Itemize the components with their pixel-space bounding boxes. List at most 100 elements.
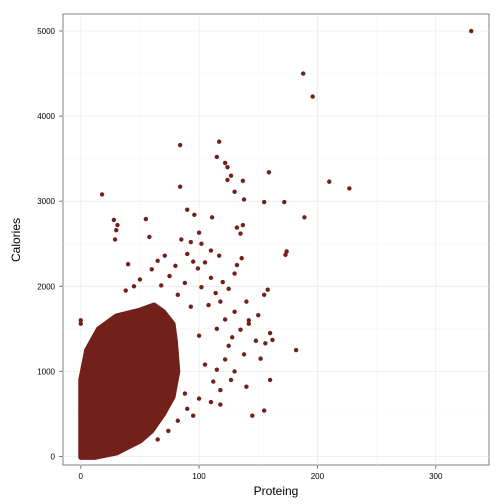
data-point (241, 352, 247, 357)
data-point (263, 341, 268, 346)
x-axis-ticks: 0 100 200 300 (79, 465, 443, 481)
data-point (228, 173, 234, 178)
data-point (234, 225, 240, 230)
data-point (123, 288, 128, 293)
data-point (182, 280, 188, 286)
data-point (202, 362, 208, 367)
data-point (78, 321, 83, 326)
data-point (301, 71, 306, 76)
data-point (167, 273, 172, 279)
data-point (102, 449, 107, 454)
data-point (265, 287, 270, 292)
data-point (192, 212, 197, 218)
data-point (155, 437, 160, 442)
data-point (258, 356, 263, 361)
data-point (199, 241, 204, 246)
data-point (217, 139, 222, 144)
data-point (284, 249, 289, 254)
data-point (196, 396, 202, 401)
data-point (225, 177, 230, 183)
data-point (143, 216, 149, 222)
x-tick-label: 300 (429, 472, 443, 481)
data-point (115, 222, 120, 228)
data-point (188, 304, 193, 309)
data-point (99, 192, 105, 197)
data-point (112, 237, 118, 242)
data-point (234, 262, 240, 268)
x-tick-label: 100 (192, 472, 206, 481)
data-point (261, 199, 267, 205)
data-point (155, 258, 160, 263)
data-point (218, 299, 223, 304)
data-point (228, 377, 234, 383)
data-point (214, 367, 220, 372)
data-points (78, 28, 474, 454)
data-point (179, 237, 184, 242)
data-point (173, 263, 178, 269)
data-point (347, 186, 352, 191)
data-point (222, 317, 228, 322)
data-point (175, 292, 180, 298)
data-point (182, 391, 188, 396)
y-tick-label: 5000 (37, 27, 55, 36)
data-point (310, 94, 315, 99)
data-point (125, 444, 131, 450)
data-point (149, 267, 154, 272)
data-point (222, 357, 228, 362)
data-point (202, 260, 208, 265)
data-point (238, 231, 243, 236)
y-tick-label: 0 (51, 452, 56, 461)
y-axis-title: Calories (9, 218, 23, 262)
data-point (232, 271, 237, 276)
data-point (218, 387, 223, 393)
data-point (196, 333, 202, 338)
data-point (177, 184, 183, 189)
data-point (211, 379, 216, 384)
data-point (190, 413, 196, 418)
data-point (261, 292, 267, 298)
data-point (125, 261, 131, 267)
data-point (218, 402, 223, 407)
data-point (261, 408, 267, 413)
data-point (185, 207, 190, 212)
data-point (246, 318, 251, 323)
data-point (147, 234, 152, 240)
data-point (238, 327, 243, 332)
data-point (283, 252, 288, 258)
data-point (175, 418, 180, 423)
dense-point-cloud-shape (78, 302, 181, 460)
data-point (217, 253, 222, 258)
data-point (208, 399, 214, 405)
data-point (270, 337, 275, 343)
data-point (114, 227, 119, 233)
data-point (327, 179, 332, 184)
data-point (267, 377, 273, 383)
data-point (208, 275, 214, 280)
data-point (220, 279, 225, 285)
data-point (253, 338, 259, 343)
data-point (232, 369, 237, 374)
data-point (226, 343, 231, 349)
data-point (282, 199, 287, 205)
data-point (131, 284, 137, 289)
data-point (244, 299, 249, 304)
data-point (250, 413, 255, 418)
data-point (244, 384, 249, 389)
data-point (469, 28, 474, 34)
data-point (239, 256, 244, 261)
data-point (162, 253, 167, 258)
data-point (230, 335, 235, 340)
data-point (267, 330, 273, 336)
data-point (190, 259, 196, 264)
x-axis-title: Proteing (254, 484, 299, 498)
data-point (159, 283, 164, 288)
data-point (137, 277, 143, 282)
data-point (302, 215, 307, 220)
data-point (213, 290, 218, 296)
data-point (209, 215, 215, 220)
dense-point-cloud (78, 302, 181, 460)
data-point (177, 142, 183, 148)
data-point (196, 230, 202, 235)
data-point (111, 217, 117, 223)
